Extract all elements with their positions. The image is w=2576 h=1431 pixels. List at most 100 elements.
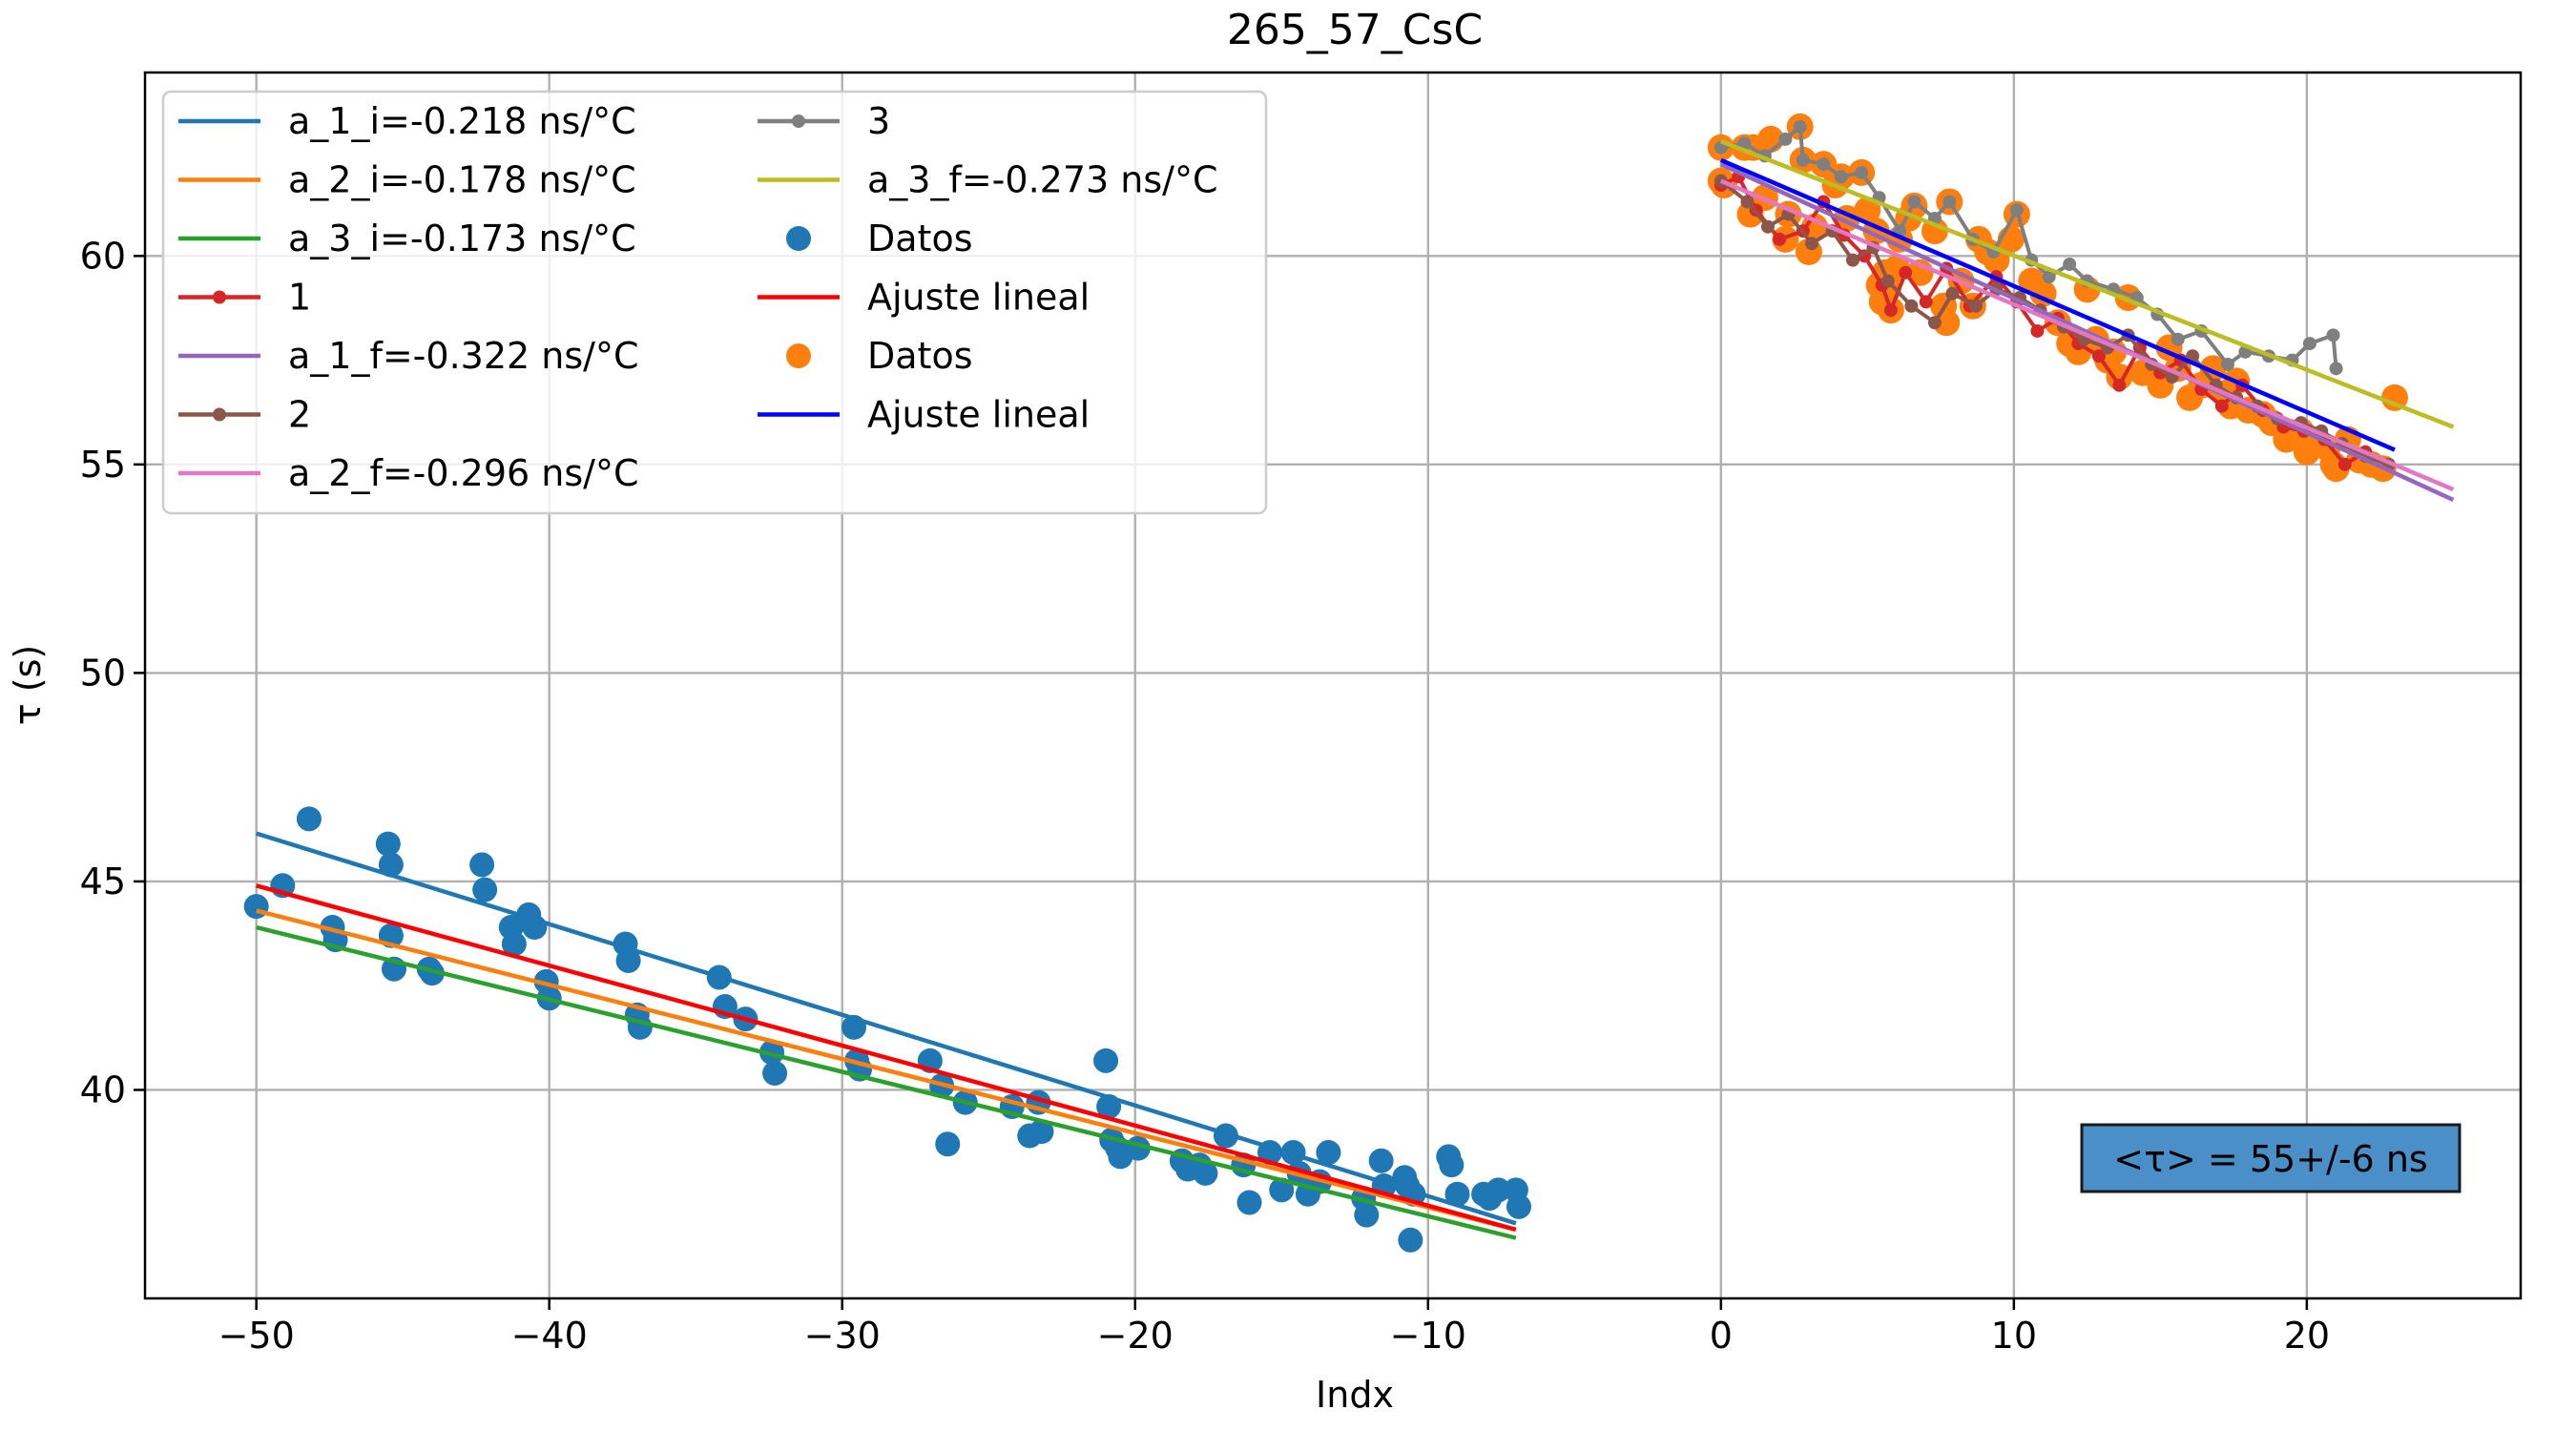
x-tick-label: −10 [1390,1315,1466,1357]
legend-label-a-2-i: a_2_i=-0.178 ns/°C [288,159,636,201]
series-2-point [1880,274,1895,288]
legend-label-datos1: Datos [867,218,973,259]
x-tick-label: 10 [1991,1315,2037,1357]
datos1-point [615,947,641,973]
y-axis-ticks: 40 45 50 55 60 [80,235,145,1110]
series-3-point [2220,357,2234,371]
series-3-point [1834,170,1848,184]
series-3-point [1907,195,1922,209]
fit-line-a-2-f [1719,178,2455,492]
series-2-point [1804,237,1818,251]
fit-line-a-2-i [256,908,1517,1233]
x-tick-label: 0 [1710,1315,1733,1357]
datos1-point [1354,1202,1380,1228]
legend-label-s2: 2 [288,394,311,436]
datos1-point [935,1131,961,1157]
series-2-point [1968,299,1983,313]
series-2-point [1927,316,1942,330]
legend-label-ajuste1: Ajuste lineal [867,277,1090,319]
datos1-point [1439,1152,1465,1178]
series-3-point [2326,328,2340,342]
series-1-point [2214,399,2229,413]
series-3-point [2042,270,2056,284]
fit-line-a-1-i [256,831,1517,1226]
datos2-point [1854,197,1881,224]
datos1-point [243,894,269,920]
fit-line-a-1-f [1719,162,2455,503]
legend-label-a-3-f: a_3_f=-0.273 ns/°C [867,159,1217,201]
annotation-box: <τ> = 55+/-6 ns [2080,1123,2462,1193]
datos1-point [1398,1227,1423,1253]
axes-frame [143,71,2523,1300]
series-3-point [1737,136,1752,151]
datos1-point [1093,1047,1119,1073]
legend-dot-datos1 [786,226,811,251]
fit-line-a-3-f [1719,139,2455,429]
datos1-point [375,831,401,857]
series-1-point [1883,303,1898,318]
series-3-point [1855,165,1869,179]
datos1-point [501,931,527,957]
y-tick-label: 40 [80,1068,126,1110]
datos1-point [472,877,498,902]
datos1-point [1193,1160,1218,1186]
series-1-point [2112,378,2127,392]
datos1-point [469,852,495,878]
series-3-point [2329,362,2343,376]
datos1-point [1368,1148,1394,1173]
legend-label-a-2-f: a_2_f=-0.296 ns/°C [288,452,638,494]
datos1-point [1444,1181,1470,1207]
annotation-text: <τ> = 55+/-6 ns [2113,1138,2427,1180]
series-3-point [2009,203,2024,218]
x-tick-label: 20 [2284,1315,2330,1357]
legend-label-s1: 1 [288,277,311,319]
series-1-point [2337,457,2352,471]
x-tick-label: −50 [218,1315,295,1357]
y-axis-label: τ (s) [7,645,49,725]
series-1-point [1773,232,1787,246]
legend-label-a-1-i: a_1_i=-0.218 ns/°C [288,100,636,142]
datos1-point [1028,1119,1054,1145]
series-3-point [2302,337,2316,351]
series-2-point [1845,253,1859,267]
datos1-point [1485,1177,1511,1203]
y-tick-label: 45 [80,861,126,902]
datos1-point [296,806,322,832]
series-3-point [1793,119,1807,134]
series-3-point [2171,332,2185,346]
y-tick-label: 55 [80,444,126,486]
datos1-point [1236,1190,1262,1215]
series-3-point [1778,132,1793,146]
x-tick-label: −30 [804,1315,881,1357]
series-2-point [1904,299,1919,313]
x-tick-label: −20 [1097,1315,1174,1357]
x-tick-label: −40 [511,1315,588,1357]
series-1-point [1919,295,1933,309]
datos1-point [1316,1140,1341,1166]
legend-marker-s3 [792,114,805,128]
legend-dot-datos2 [786,343,811,368]
y-tick-label: 60 [80,235,126,277]
series-1-point [1899,265,1913,280]
legend-label-s3: 3 [867,100,890,142]
series-3-point [1817,157,1831,172]
legend-label-ajuste2: Ajuste lineal [867,394,1090,436]
fit-line-ajuste1 [256,883,1517,1233]
series-3-point [1942,195,1957,209]
x-axis-ticks: −50 −40 −30 −20 −10 0 10 20 [218,1298,2330,1357]
legend-box [161,90,1268,515]
series-3-point [1796,153,1810,167]
datos1-point [378,852,404,878]
series-1-point [2030,323,2045,338]
datos1-point [1506,1193,1531,1219]
series-2-point [1760,219,1775,234]
chart-title: 265_57_CsC [1227,6,1483,54]
plot-area [243,113,2455,1253]
legend-label-a-1-f: a_1_f=-0.322 ns/°C [288,335,638,377]
series-2-point [1740,195,1755,209]
legend: a_1_i=-0.218 ns/°C a_2_i=-0.178 ns/°C a_3_… [161,90,1268,515]
series-1-point [2091,349,2106,363]
y-tick-label: 50 [80,652,126,694]
legend-label-a-3-i: a_3_i=-0.173 ns/°C [288,218,636,259]
legend-label-datos2: Datos [867,335,973,377]
